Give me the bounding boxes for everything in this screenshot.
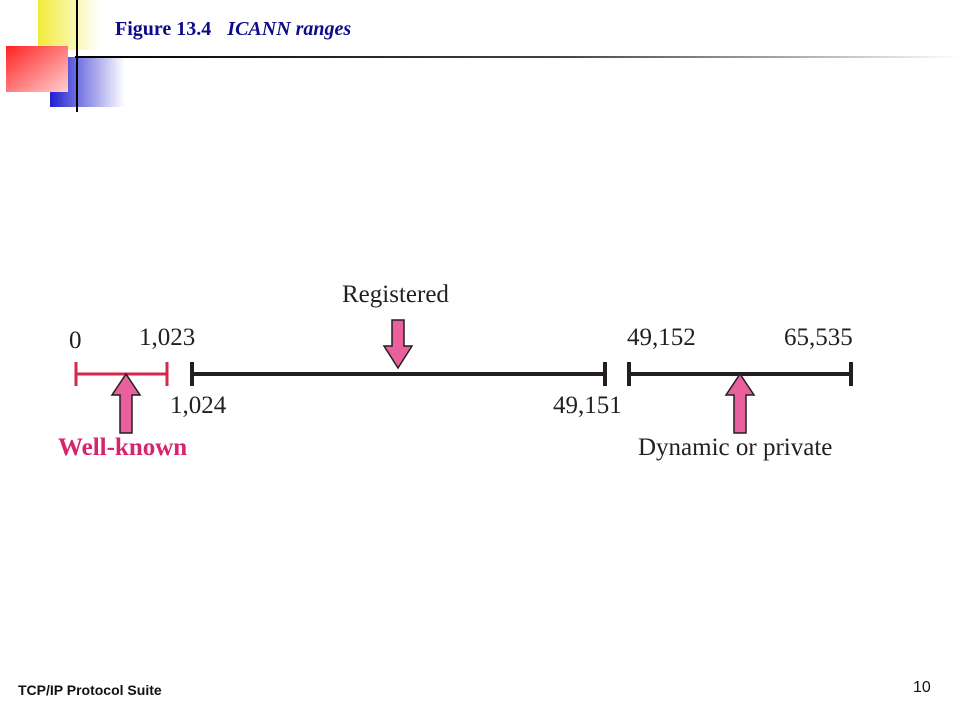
tick-label-65535: 65,535 [784,324,853,351]
well-known-arrow-icon [110,372,142,434]
tick-label-49152: 49,152 [627,324,696,351]
slide-title: Figure 13.4 ICANN ranges [115,18,351,41]
well-known-segment [74,362,169,386]
title-rule [75,56,960,58]
tick-label-1024: 1,024 [170,392,227,419]
yellow-square [38,0,100,50]
registered-segment [190,362,607,386]
dynamic-label: Dynamic or private [638,434,832,461]
well-known-label: Well-known [58,434,187,461]
figure-number: Figure 13.4 [115,18,212,40]
registered-label: Registered [342,281,449,308]
red-square [6,46,68,92]
page-number: 10 [913,679,931,696]
slide-corner-decoration [6,0,125,112]
tick-label-0: 0 [69,327,82,354]
tick-label-49151: 49,151 [553,392,622,419]
registered-arrow-icon [382,319,414,370]
footer-text: TCP/IP Protocol Suite [18,682,162,698]
figure-caption: ICANN ranges [227,18,352,40]
dynamic-arrow-icon [724,372,756,434]
tick-label-1023: 1,023 [139,324,195,351]
